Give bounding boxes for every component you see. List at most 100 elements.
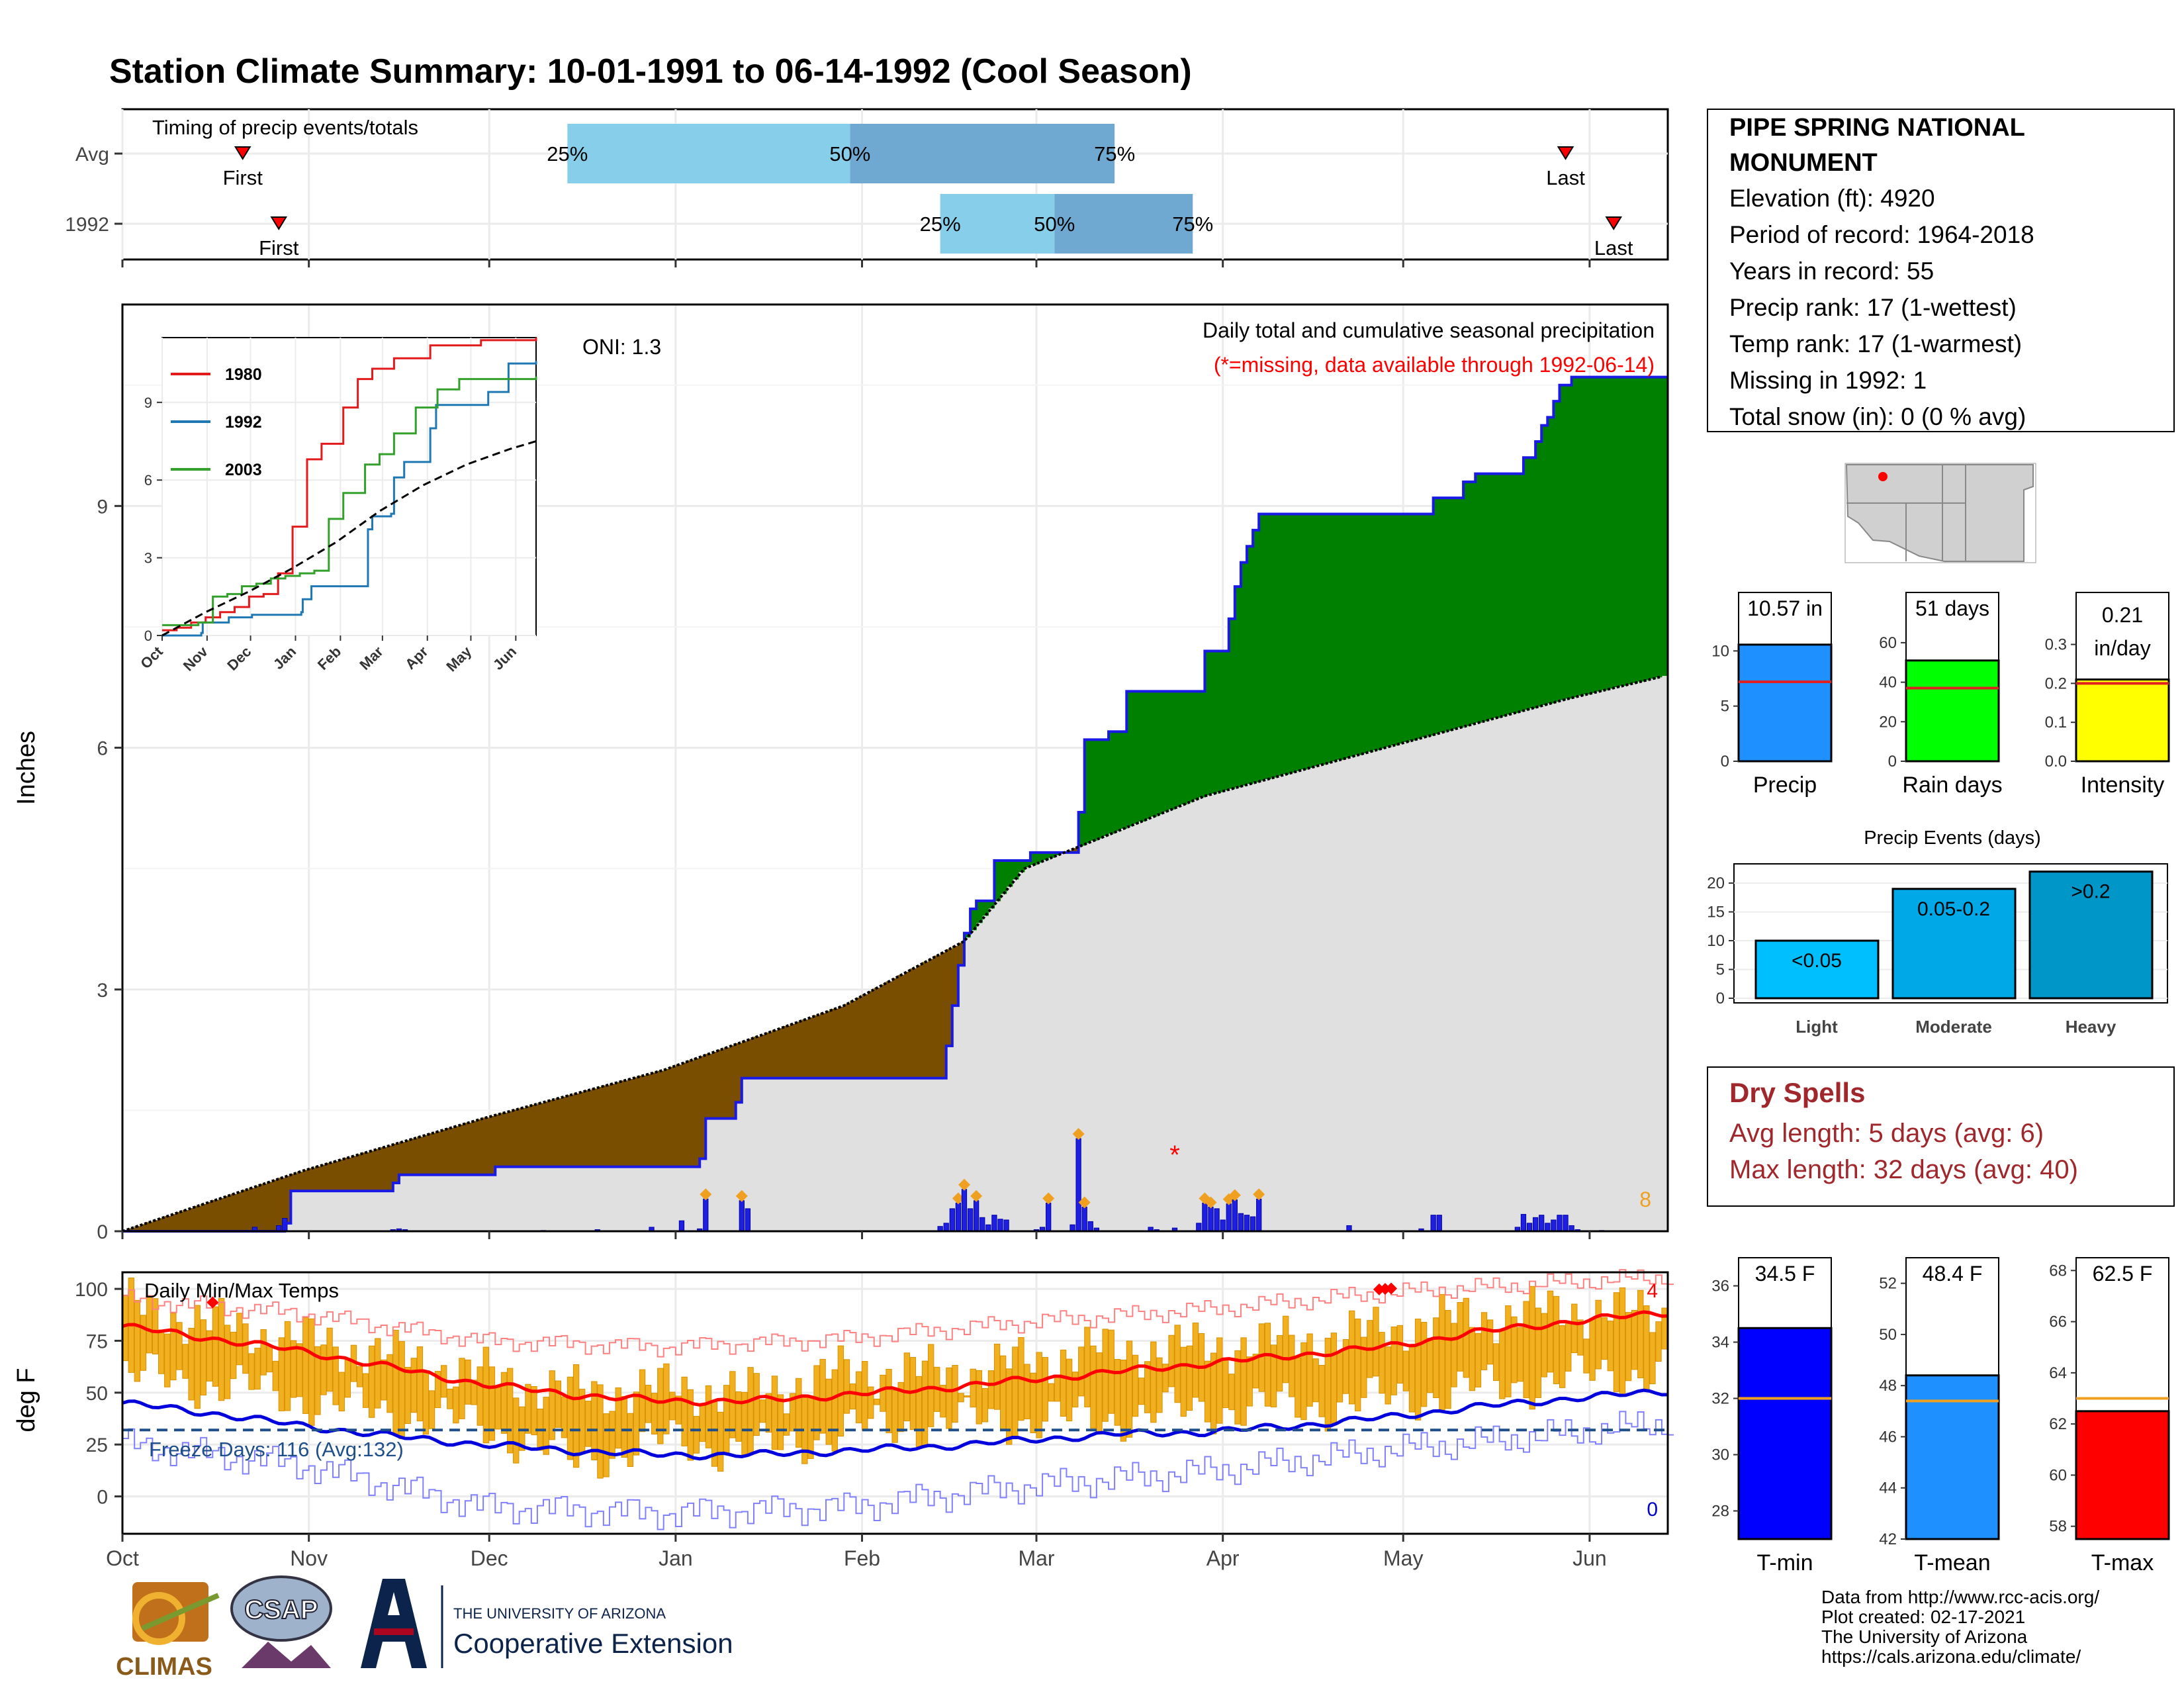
daily-temp-range-bar (1355, 1318, 1361, 1412)
daily-temp-range-bar (218, 1297, 225, 1401)
record-low-count: 0 (1647, 1499, 1658, 1521)
daily-temp-range-bar (1324, 1337, 1331, 1432)
precip-deficit-segment (723, 1047, 731, 1119)
daily-temp-range-bar (1318, 1364, 1325, 1417)
precip-deficit-segment (717, 1049, 725, 1119)
precip-deficit-segment (669, 1066, 676, 1167)
precip-deficit-segment (537, 1103, 544, 1167)
daily-temp-range-bar (927, 1344, 934, 1427)
precip-deficit-segment (236, 1192, 244, 1231)
precip-corner-count: 8 (1639, 1188, 1651, 1211)
daily-temp-range-bar (422, 1372, 430, 1435)
footer: Data from http://www.rcc-acis.org/Plot c… (116, 1575, 2099, 1681)
temp-summary-y-tick-label: 36 (1711, 1278, 1729, 1295)
precip-deficit-segment (753, 1037, 760, 1078)
month-label: May (1383, 1546, 1423, 1570)
daily-temp-range-bar (609, 1411, 615, 1459)
inset-lines (161, 338, 537, 637)
daily-precip-bar (1046, 1202, 1052, 1232)
daily-precip-bar (1551, 1219, 1557, 1232)
daily-temp-range-bar (1024, 1364, 1030, 1419)
station-info-frame (1707, 109, 2175, 432)
station-info-line: Temp rank: 17 (1-warmest) (1729, 330, 2022, 357)
dry-spells-avg: Avg length: 5 days (avg: 6) (1729, 1119, 2044, 1148)
normal-cumulative-area (122, 675, 1668, 1231)
precip-deficit-segment (801, 1019, 809, 1078)
precip-surplus-segment (1295, 514, 1302, 771)
daily-temp-range-bar (1042, 1357, 1048, 1422)
precip-deficit-segment (645, 1074, 653, 1167)
daily-temp-range-bar (1336, 1351, 1343, 1403)
precip-surplus-segment (1337, 514, 1343, 760)
footer-credit-line: https://cals.arizona.edu/climate/ (1821, 1646, 2081, 1667)
daily-temp-range-bar (897, 1382, 904, 1432)
daily-temp-range-bar (1072, 1372, 1079, 1408)
inset-series-2003 (162, 376, 537, 626)
daily-temp-range-bar (471, 1380, 477, 1405)
csap-logo-mountains (242, 1642, 331, 1668)
temp-y-tick-label: 0 (97, 1487, 108, 1509)
precip-deficit-segment (423, 1135, 430, 1175)
daily-precip-bar (1539, 1215, 1545, 1232)
precip-y-tick-label: 9 (97, 496, 108, 518)
precip-deficit-segment (868, 991, 875, 1078)
precip-surplus-segment (1553, 401, 1561, 702)
daily-temp-range-bar (1433, 1317, 1439, 1399)
daily-temp-range-bar (519, 1406, 525, 1451)
daily-temp-range-bar (531, 1386, 537, 1436)
precip-deficit-segment (741, 1041, 749, 1078)
temp-summary-bar-t-max (2075, 1410, 2170, 1540)
timing-last-label: Last (1546, 166, 1585, 189)
temp-y-label: deg F (13, 1368, 40, 1432)
summary-bar-label: Rain days (1902, 773, 2002, 798)
daily-precip-bar (1238, 1213, 1244, 1232)
daily-temp-range-bar (1252, 1354, 1259, 1389)
daily-temp-range-bar (236, 1313, 243, 1366)
daily-temp-range-bar (597, 1384, 604, 1479)
daily-temp-range-bar (886, 1368, 892, 1434)
station-info-line: Elevation (ft): 4920 (1729, 185, 1935, 212)
timing-panel: Timing of precip events/totals Avg 25% 50%… (65, 108, 1669, 267)
precip-missing-caption: (*=missing, data available through 1992-… (1214, 353, 1655, 377)
footer-credit-line: Data from http://www.rcc-acis.org/ (1821, 1587, 2099, 1607)
precip-deficit-segment (940, 952, 947, 1078)
daily-temp-range-bar (1463, 1297, 1469, 1378)
precip-deficit-segment (597, 1087, 604, 1167)
daily-temp-range-bar (416, 1346, 424, 1422)
daily-temp-range-bar (1210, 1352, 1217, 1434)
daily-temp-range-bar (675, 1395, 682, 1425)
precip-events-bars: 0 5 10 15 20 <0.05 Light 0.05-0.2 Moderate >0.2 He… (1707, 870, 2167, 1037)
precip-surplus-segment (1637, 377, 1645, 682)
precip-surplus-segment (1000, 861, 1007, 894)
daily-temp-range-bar (224, 1325, 231, 1399)
record-high-marker (206, 1296, 219, 1309)
temp-x-ticks: Oct Nov Dec Jan Feb Mar Apr May Jun (106, 1534, 1607, 1570)
daily-temp-range-bar (1577, 1319, 1584, 1356)
daily-precip-bar (1196, 1223, 1202, 1232)
precip-surplus-segment (1253, 530, 1259, 782)
precip-deficit-segment (747, 1039, 754, 1078)
precip-deficit-segment (633, 1077, 640, 1167)
precip-surplus-segment (1325, 514, 1332, 763)
daily-temp-range-bar (735, 1391, 742, 1442)
precip-deficit-segment (435, 1131, 442, 1175)
temp-summary-y-tick-label: 68 (2049, 1262, 2067, 1280)
precip-event-bar-text: >0.2 (2071, 881, 2110, 903)
daily-temp-range-bar (1078, 1346, 1085, 1397)
daily-temp-range-bar (272, 1360, 279, 1391)
precip-deficit-segment (459, 1124, 466, 1175)
precip-surplus-segment (1181, 691, 1187, 805)
daily-temp-range-bar (1427, 1338, 1433, 1393)
precip-events-chart: Precip Events (days) 05101520<0.05Light0… (1707, 827, 2168, 1037)
precip-deficit-segment (164, 1216, 171, 1231)
daily-precip-bar (703, 1198, 709, 1232)
daily-temp-range-bar (855, 1371, 862, 1424)
precip-deficit-segment (735, 1043, 743, 1103)
daily-precip-bar (739, 1200, 745, 1232)
csap-logo-cloud (230, 1575, 332, 1642)
precip-deficit-segment (916, 965, 923, 1078)
temp-caption: Daily Min/Max Temps (144, 1279, 339, 1302)
timing-first-label: First (259, 236, 299, 259)
university-logo-bar (374, 1628, 414, 1635)
temp-summary-y-tick-label: 34 (1711, 1334, 1729, 1352)
